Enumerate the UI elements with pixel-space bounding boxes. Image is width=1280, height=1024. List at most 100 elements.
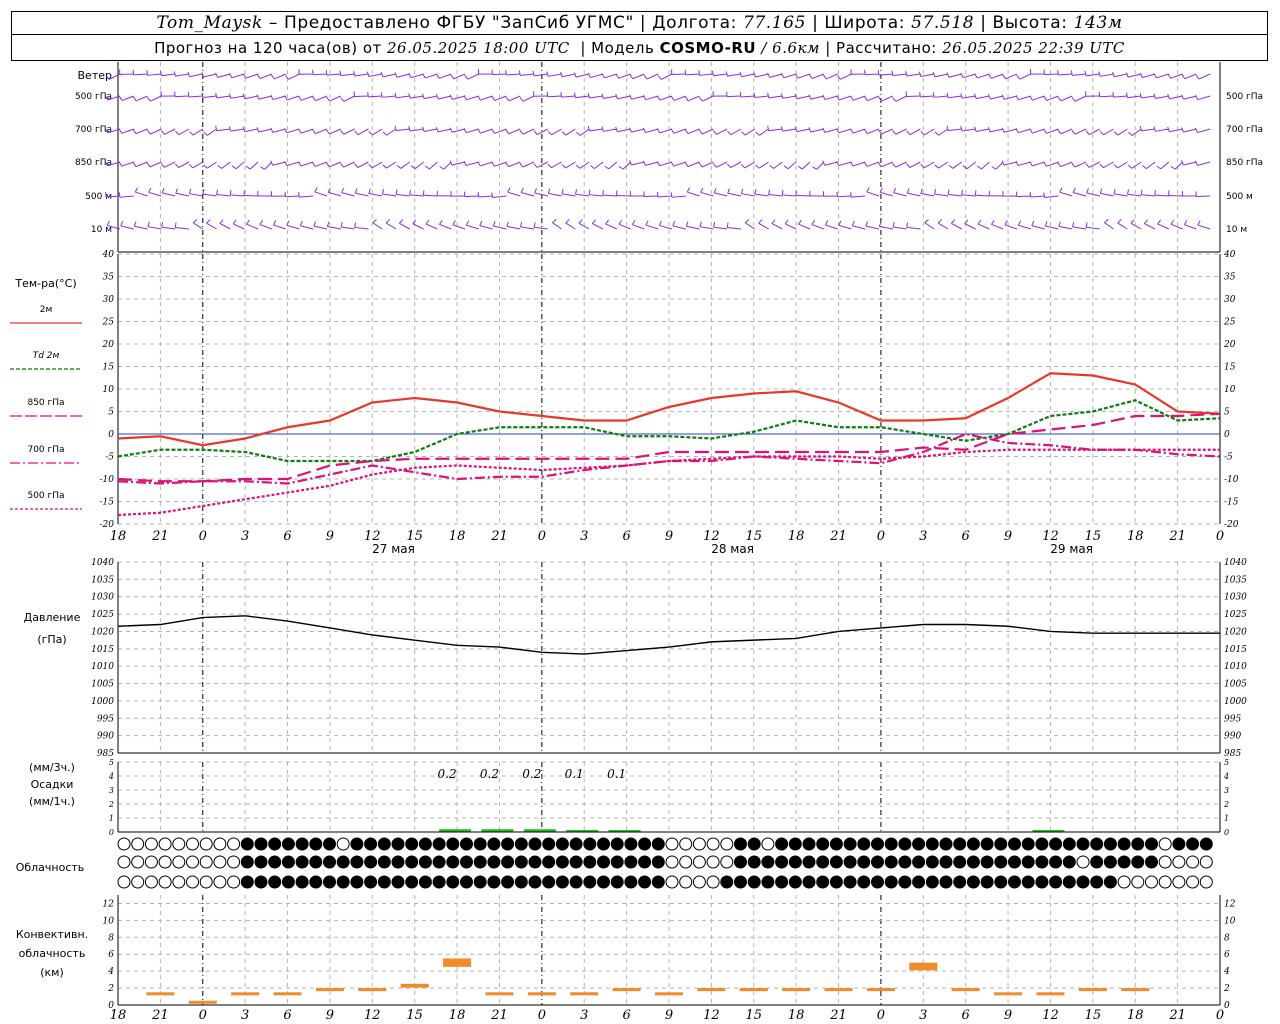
wind-barb-flag <box>505 70 507 76</box>
wind-barb <box>189 193 203 197</box>
cloud-cover-circle <box>734 875 747 889</box>
precip-annotation: 0.2 <box>480 767 499 781</box>
temp-ytick-right: 35 <box>1224 273 1236 283</box>
precip-ytick-left: 4 <box>108 772 114 781</box>
wind-barb-flag <box>1153 73 1157 79</box>
precip-annotation: 0.2 <box>438 767 457 781</box>
wind-barb <box>506 73 521 76</box>
temp-ytick-right: 20 <box>1223 340 1236 350</box>
wind-barb-flag <box>700 187 704 193</box>
wind-barb <box>631 95 645 100</box>
cloud-cover-circle <box>1199 875 1213 889</box>
wind-barb-flag <box>1167 73 1172 79</box>
wind-barb <box>687 191 700 197</box>
wind-barb <box>494 161 507 167</box>
wind-barb-flag <box>422 93 425 99</box>
wind-barb-flag <box>533 222 536 228</box>
wind-barb-flag <box>1015 95 1019 101</box>
wind-barb <box>315 95 328 102</box>
wind-barb <box>1141 194 1156 197</box>
cloud-cover-circle <box>816 875 830 889</box>
wind-barb-flag <box>228 93 232 99</box>
wind-barb <box>451 161 466 166</box>
cloud-cover-circle <box>843 855 857 869</box>
wind-barb-flag <box>642 127 646 133</box>
wind-barb <box>966 161 976 170</box>
wind-barb <box>343 161 355 168</box>
wind-barb-flag <box>367 91 369 97</box>
wind-barb-flag <box>399 219 404 224</box>
wind-barb <box>230 194 245 197</box>
wind-barb-flag <box>670 192 673 198</box>
wind-barb-flag <box>698 96 703 102</box>
wind-barb-flag <box>974 73 978 79</box>
temp-title: Тем-ра(°С) <box>14 277 76 290</box>
wind-barb-flag <box>147 221 150 227</box>
wind-barb-flag <box>670 128 675 134</box>
wind-barb-flag <box>175 188 178 194</box>
wind-barb <box>175 73 190 77</box>
wind-barb-flag <box>631 220 636 225</box>
wind-barb <box>507 191 521 197</box>
wind-barb-flag <box>811 220 816 225</box>
cloud-cover-circle <box>501 837 515 851</box>
wind-barb <box>221 161 231 169</box>
cloud-cover-circle <box>1062 875 1076 889</box>
wind-barb <box>811 224 824 230</box>
wind-barb <box>798 223 811 230</box>
cloud-cover-circle <box>706 855 720 869</box>
wind-barb-flag <box>1113 131 1119 136</box>
pres-ytick-left: 1030 <box>91 593 114 603</box>
cloud-cover-circle <box>747 837 761 851</box>
wind-barb <box>865 73 880 76</box>
conv-xtick: 12 <box>364 1008 381 1023</box>
cloud-cover-circle <box>254 875 268 889</box>
precip-bar <box>566 830 599 832</box>
precip-ytick-left: 0 <box>109 828 114 837</box>
wind-barb-flag <box>991 166 997 170</box>
wind-barb <box>771 223 783 230</box>
wind-barb-flag <box>547 163 552 169</box>
wind-barb <box>1074 161 1087 168</box>
wind-barb-flag <box>1113 188 1116 194</box>
wind-barb-flag <box>372 219 377 224</box>
conv-ytick-left: 12 <box>103 899 115 909</box>
wind-barb <box>493 225 507 230</box>
pressure-line <box>117 615 1220 655</box>
wind-barb-flag <box>326 129 330 135</box>
cloud-cover-circle <box>706 875 720 889</box>
wind-barb <box>1046 161 1059 167</box>
wind-barb-flag <box>753 72 756 78</box>
wind-barb-flag <box>533 130 538 135</box>
cloud-cover-circle <box>775 837 789 851</box>
wind-barb <box>838 95 852 101</box>
wind-barb-flag <box>1126 92 1128 98</box>
wind-barb-flag <box>629 94 632 100</box>
wind-barb-flag <box>836 160 840 166</box>
wind-barb <box>1032 95 1045 101</box>
wind-barb <box>744 161 756 169</box>
wind-barb-flag <box>408 93 411 99</box>
wind-barb-flag <box>974 93 977 99</box>
wind-barb <box>1104 222 1114 230</box>
wind-barb <box>948 95 962 99</box>
pres-ytick-left: 1010 <box>91 662 114 672</box>
cloud-cover-circle <box>953 855 967 869</box>
wind-barb <box>1156 73 1169 79</box>
wind-barb <box>120 225 134 230</box>
wind-barb-flag <box>202 189 205 195</box>
wind-barb <box>1197 161 1211 166</box>
wind-barb <box>923 161 935 169</box>
wind-barb <box>1183 128 1197 133</box>
wind-barb <box>1160 161 1170 170</box>
wind-barb-flag <box>104 128 109 134</box>
wind-barb <box>672 225 686 230</box>
wind-barb-flag <box>189 164 194 169</box>
wind-barb-flag <box>1057 162 1062 167</box>
conv-bar <box>400 983 429 988</box>
wind-barb <box>508 128 521 135</box>
wind-barb <box>867 128 880 135</box>
cloud-cover-circle <box>1076 837 1090 851</box>
wind-barb <box>235 161 245 170</box>
wind-barb <box>1198 73 1211 80</box>
